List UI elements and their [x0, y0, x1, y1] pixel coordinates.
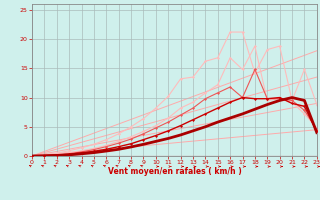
X-axis label: Vent moyen/en rafales ( km/h ): Vent moyen/en rafales ( km/h ): [108, 167, 241, 176]
